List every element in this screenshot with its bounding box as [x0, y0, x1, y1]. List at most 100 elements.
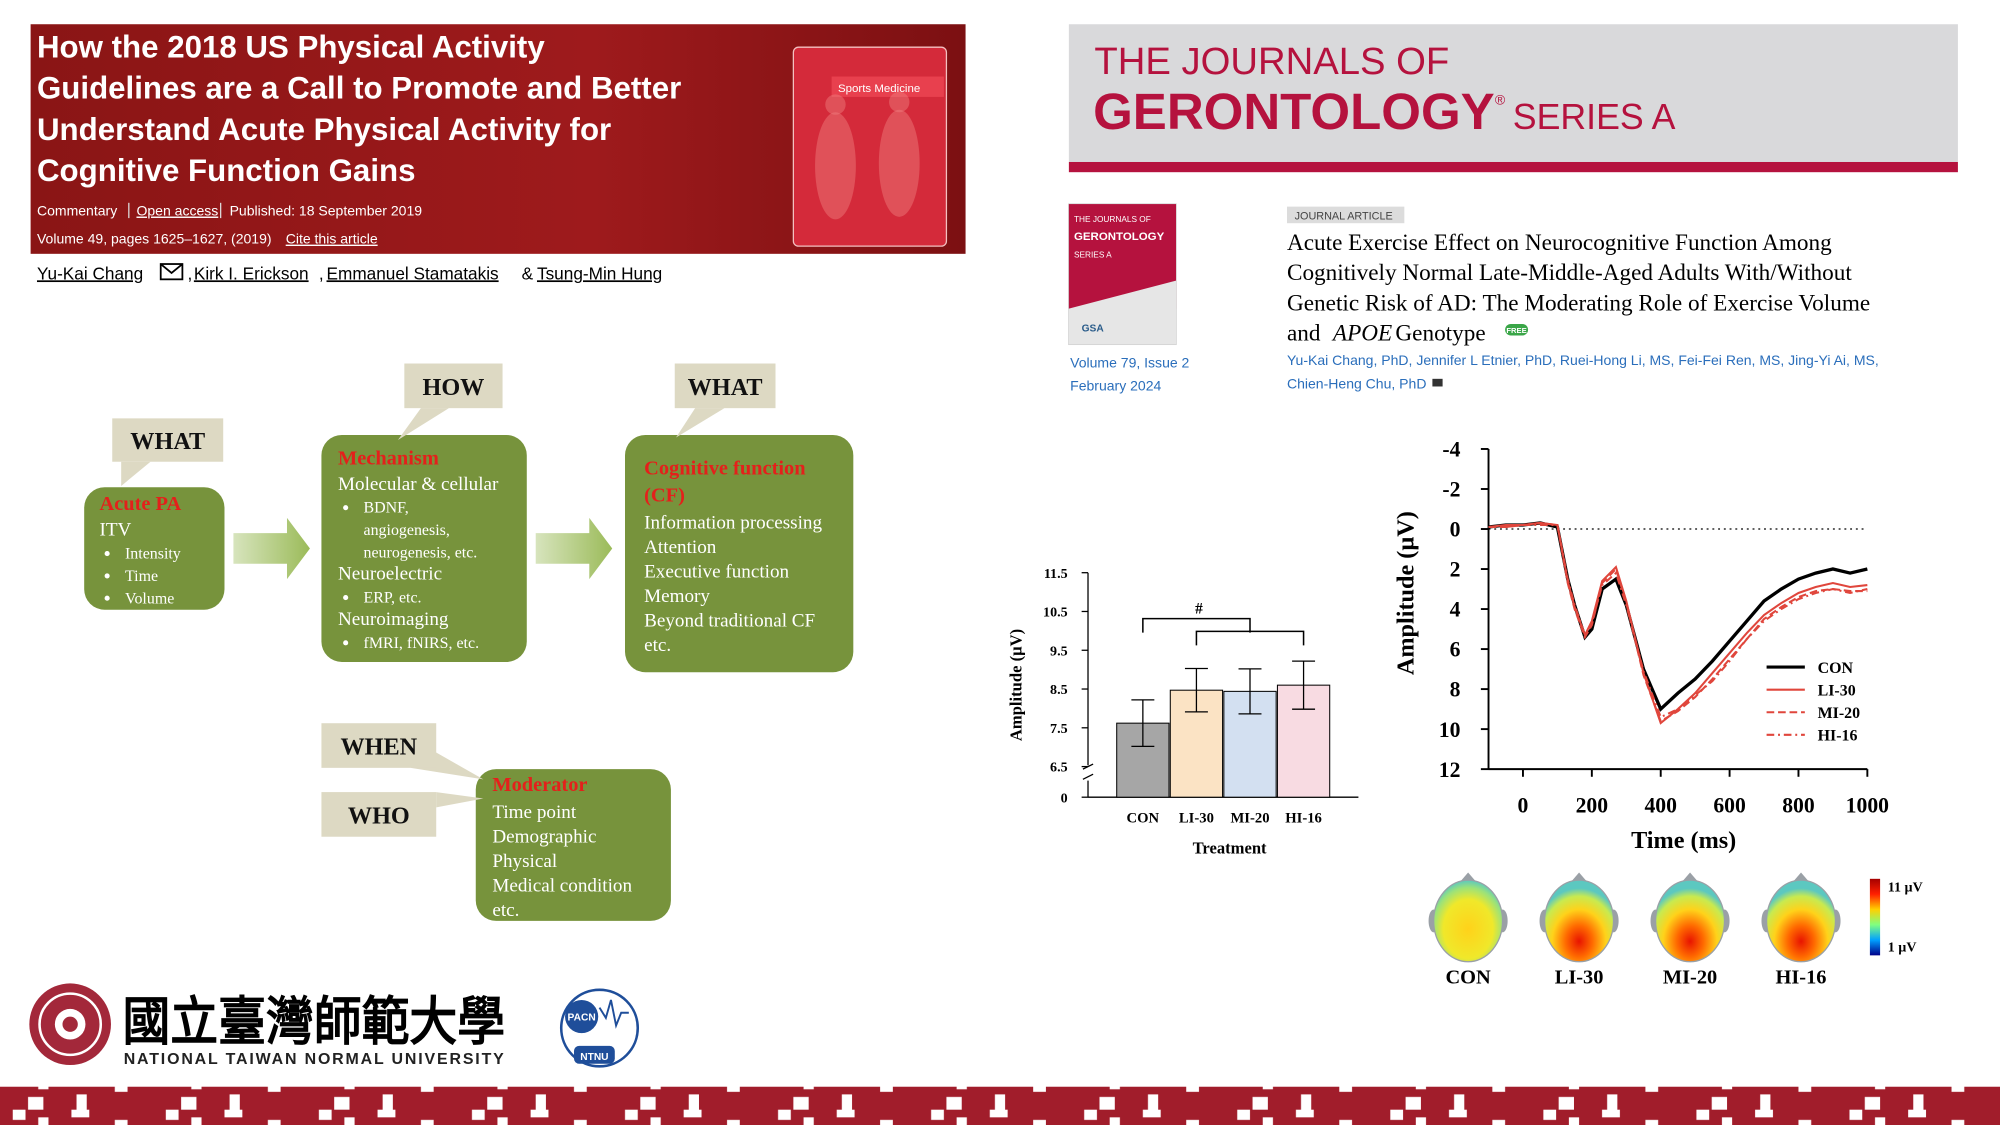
concept-heading: (CF) — [644, 485, 685, 507]
seal-core-dot — [62, 1016, 78, 1032]
y-tick-label: 8 — [1450, 678, 1461, 702]
x-tick-label: 200 — [1576, 794, 1609, 818]
error-bar — [1238, 668, 1262, 715]
author-line: Yu-Kai Chang, PhD, Jennifer L Etnier, Ph… — [1287, 352, 1879, 368]
concept-box — [84, 487, 225, 610]
y-tick-label: 12 — [1439, 758, 1461, 782]
error-bar — [1292, 660, 1316, 710]
topomap — [1765, 879, 1837, 963]
callout-tail — [436, 792, 484, 808]
lab-name: PACN — [568, 1012, 596, 1023]
bullet-text: Volume — [125, 590, 174, 607]
article-title: Cognitively Normal Late-Middle-Aged Adul… — [1287, 260, 1852, 286]
university-name-chinese: 國立臺灣師範大學 — [122, 994, 505, 1052]
free-badge — [1505, 323, 1529, 336]
topomap — [1544, 879, 1615, 963]
significance-label: # — [1195, 601, 1203, 618]
bullet — [343, 505, 349, 511]
question-label: WHAT — [130, 428, 205, 455]
x-axis-label: Time (ms) — [1631, 827, 1736, 854]
cover-line: THE JOURNALS OF — [1074, 214, 1151, 224]
colorbar — [1869, 878, 1881, 956]
legend-label: MI-20 — [1818, 705, 1861, 722]
author-line: Chien-Heng Chu, PhD — [1287, 375, 1426, 391]
concept-line: Beyond traditional CF — [644, 611, 815, 632]
concept-line: Time point — [492, 802, 576, 823]
issue-date: February 2024 — [1070, 377, 1161, 393]
article-title: Cognitive Function Gains — [37, 153, 415, 188]
concept-box — [625, 434, 854, 673]
topomap-label: HI-16 — [1776, 966, 1827, 988]
email-icon — [1432, 378, 1443, 387]
x-tick-label: 0 — [1518, 794, 1529, 818]
article-title: Genotype — [1395, 321, 1485, 347]
colorbar-label: 1 µV — [1888, 940, 1917, 956]
head-nose — [1571, 872, 1587, 882]
y-tick-label: 8.5 — [1050, 682, 1068, 698]
tag-box — [1286, 206, 1405, 224]
concept-heading: Moderator — [492, 774, 587, 796]
article-title: How the 2018 US Physical Activity — [37, 29, 545, 64]
concept-line: etc. — [492, 900, 519, 921]
question-box — [321, 792, 437, 837]
cover-title: Sports Medicine — [838, 83, 920, 95]
lab-university: NTNU — [580, 1052, 608, 1063]
bullet — [343, 640, 349, 646]
y-tick-label: 11.5 — [1044, 566, 1068, 582]
question-label: HOW — [422, 374, 484, 401]
y-tick-label: -4 — [1442, 438, 1460, 462]
y-tick-label: 7.5 — [1050, 721, 1068, 737]
y-tick-label: 10.5 — [1043, 605, 1068, 621]
concept-line: Attention — [644, 537, 717, 558]
email-icon — [159, 263, 184, 281]
legend-label: CON — [1818, 660, 1854, 677]
cover-line: GERONTOLOGY — [1074, 231, 1165, 243]
journal-banner — [1068, 24, 1958, 162]
erp-line — [1488, 523, 1868, 719]
bullet — [104, 573, 110, 579]
article-title: Understand Acute Physical Activity for — [37, 112, 611, 147]
y-tick-label: 4 — [1450, 598, 1461, 622]
concept-line: Neuroimaging — [338, 609, 449, 630]
author-separator: , — [188, 263, 193, 283]
author-separator: , — [319, 263, 324, 283]
article-title: Genetic Risk of AD: The Moderating Role … — [1287, 290, 1870, 316]
x-tick-label: MI-20 — [1230, 811, 1269, 827]
banner-top: THE JOURNALS OF — [1094, 40, 1449, 83]
banner-main: GERONTOLOGY — [1093, 83, 1495, 140]
x-tick-label: HI-16 — [1285, 811, 1322, 827]
volume-info: Volume 49, pages 1625–1627, (2019) — [37, 231, 272, 247]
runner-silhouette — [878, 109, 920, 217]
head-nose — [1682, 872, 1698, 882]
topomap — [1433, 879, 1504, 963]
y-tick-label: 6.5 — [1050, 760, 1068, 776]
erp-line — [1488, 521, 1868, 723]
y-tick-label: 9.5 — [1050, 643, 1068, 659]
concept-heading: Mechanism — [338, 447, 439, 469]
concept-line: etc. — [644, 635, 671, 656]
topomap-label: LI-30 — [1555, 966, 1604, 988]
y-tick-label: 0 — [1450, 518, 1461, 542]
article-title: and — [1287, 321, 1321, 347]
footer-band — [0, 1086, 2000, 1125]
concept-box — [475, 769, 671, 921]
seal-ring — [38, 992, 103, 1057]
concept-line: ITV — [99, 520, 131, 541]
bullet-text: angiogenesis, — [364, 522, 450, 539]
concept-line: Neuroelectric — [338, 564, 442, 585]
author-name: Emmanuel Stamatakis — [327, 263, 499, 283]
bullet — [104, 595, 110, 601]
bullet-text: Intensity — [125, 546, 181, 563]
cite-link: Cite this article — [286, 231, 378, 247]
flow-arrow — [233, 517, 310, 580]
cover-shape — [1068, 280, 1177, 345]
concept-line: Demographic — [492, 826, 596, 847]
concept-line: Executive function — [644, 562, 789, 583]
y-tick-label: -2 — [1442, 478, 1460, 502]
open-access: Open access — [136, 203, 218, 219]
lab-logo-foot — [573, 1045, 615, 1064]
error-bar — [1131, 699, 1155, 748]
callout-tail — [121, 461, 151, 486]
head-nose — [1460, 872, 1476, 882]
article-tag: JOURNAL ARTICLE — [1295, 210, 1393, 222]
